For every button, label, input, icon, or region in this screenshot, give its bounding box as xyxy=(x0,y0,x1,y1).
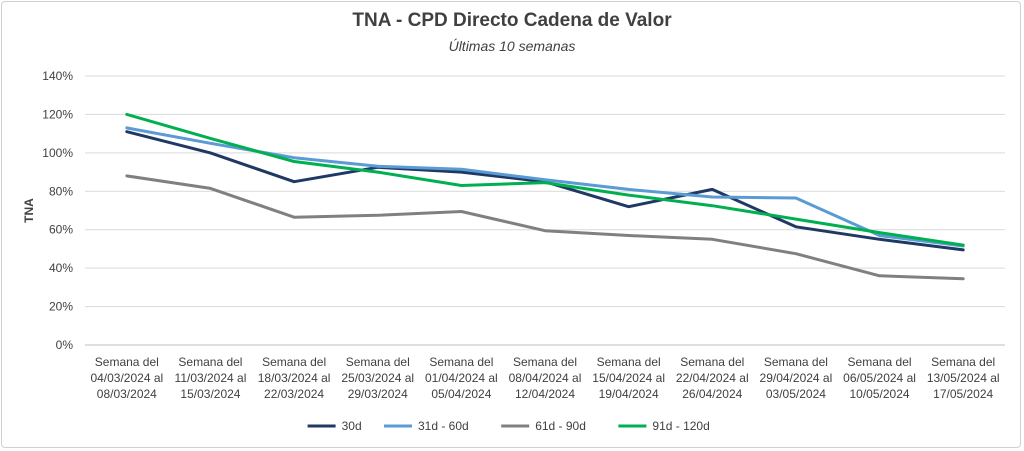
x-tick-label: Semana del 13/05/2024 al 17/05/2024 xyxy=(927,355,1000,401)
series-line-91d-120d xyxy=(125,112,965,247)
x-tick-label: Semana del 01/04/2024 al 05/04/2024 xyxy=(425,355,498,401)
x-tick-labels: Semana del 04/03/2024 al 08/03/2024 Semana … xyxy=(90,355,999,401)
x-tick-label: Semana del 22/04/2024 al 26/04/2024 xyxy=(676,355,749,401)
gridlines xyxy=(85,75,1005,346)
y-tick-label: 80% xyxy=(49,184,73,198)
x-tick-label: Semana del 15/04/2024 al 19/04/2024 xyxy=(592,355,665,401)
x-tick-label: Semana del 25/03/2024 al 29/03/2024 xyxy=(341,355,414,401)
y-tick-label: 40% xyxy=(49,261,73,275)
legend-item: 31d - 60d xyxy=(384,419,469,433)
legend-item: 91d - 120d xyxy=(618,419,710,433)
legend-label: 30d xyxy=(342,419,362,433)
y-tick-labels: 0% 20% 40% 60% 80% 100% 120% 140% xyxy=(42,69,73,352)
x-tick-label: Semana del 04/03/2024 al 08/03/2024 xyxy=(90,355,163,401)
y-tick-label: 140% xyxy=(42,69,73,83)
series-line-31d-60d xyxy=(125,126,965,248)
chart-title: TNA - CPD Directo Cadena de Valor xyxy=(352,10,672,31)
legend: 30d 31d - 60d 61d - 90d 91d - 120d xyxy=(307,419,710,433)
y-tick-label: 120% xyxy=(42,107,73,121)
legend-label: 61d - 90d xyxy=(535,419,586,433)
y-tick-label: 20% xyxy=(49,300,73,314)
x-tick-label: Semana del 06/05/2024 al 10/05/2024 xyxy=(843,355,916,401)
y-tick-label: 0% xyxy=(56,338,74,352)
x-tick-label: Semana del 18/03/2024 al 22/03/2024 xyxy=(258,355,331,401)
x-tick-label: Semana del 11/03/2024 al 15/03/2024 xyxy=(175,355,247,401)
y-tick-label: 60% xyxy=(49,223,73,237)
series-line-61d-90d xyxy=(125,174,965,281)
x-tick-label: Semana del 29/04/2024 al 03/05/2024 xyxy=(760,355,833,401)
legend-item: 61d - 90d xyxy=(501,419,586,433)
legend-item: 30d xyxy=(307,419,362,433)
legend-label: 91d - 120d xyxy=(652,419,709,433)
chart-subtitle: Últimas 10 semanas xyxy=(448,38,576,54)
y-axis-label: TNA xyxy=(22,198,36,223)
series-lines xyxy=(125,112,965,281)
x-tick-label: Semana del 08/04/2024 al 12/04/2024 xyxy=(509,355,582,401)
y-tick-label: 100% xyxy=(42,146,73,160)
legend-label: 31d - 60d xyxy=(418,419,469,433)
